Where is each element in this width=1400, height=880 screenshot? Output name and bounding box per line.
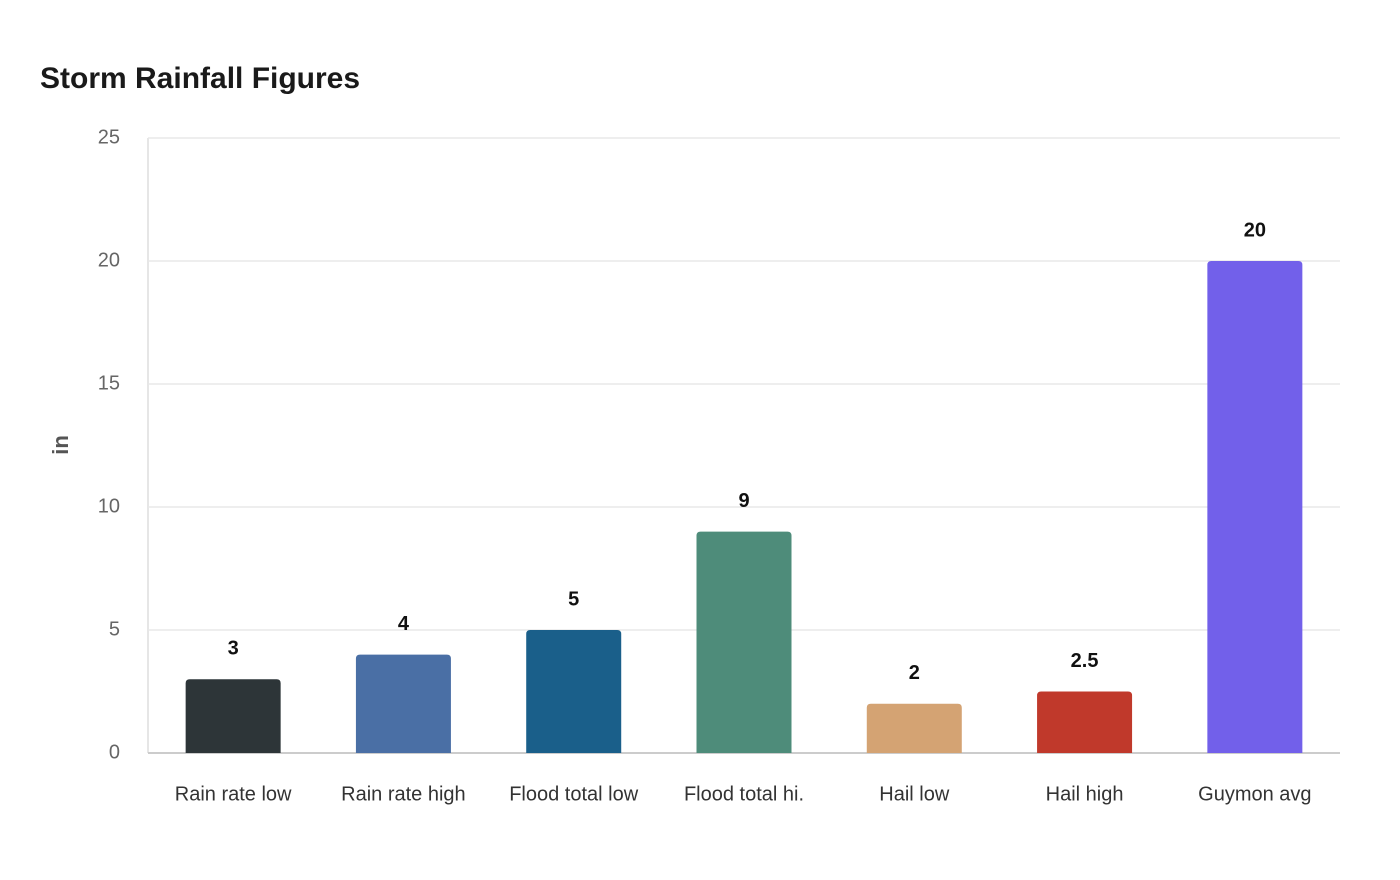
value-label: 2 <box>909 662 920 684</box>
bar <box>696 531 792 753</box>
x-tick-label: Flood total low <box>509 783 639 805</box>
bar <box>1207 261 1303 753</box>
value-label: 2.5 <box>1071 650 1099 672</box>
x-tick-label: Rain rate low <box>175 783 292 805</box>
value-label: 20 <box>1244 219 1266 241</box>
y-tick-label: 20 <box>98 249 120 271</box>
chart-title: Storm Rainfall Figures <box>40 62 360 95</box>
x-tick-label: Hail high <box>1046 783 1124 805</box>
bar <box>185 679 281 753</box>
bar <box>866 703 962 753</box>
x-tick-label: Hail low <box>879 783 950 805</box>
x-tick-label: Flood total hi. <box>684 783 804 805</box>
value-label: 9 <box>738 490 749 512</box>
y-tick-label: 15 <box>98 372 120 394</box>
y-axis-label: in <box>48 435 73 455</box>
x-tick-label: Rain rate high <box>341 783 466 805</box>
bar <box>526 630 622 753</box>
bar <box>1037 691 1133 753</box>
x-tick-label: Guymon avg <box>1198 783 1311 805</box>
value-label: 5 <box>568 588 579 610</box>
y-tick-label: 5 <box>109 618 120 640</box>
y-tick-label: 10 <box>98 495 120 517</box>
bar <box>355 654 451 753</box>
y-tick-label: 25 <box>98 126 120 148</box>
value-label: 3 <box>228 637 239 659</box>
y-tick-label: 0 <box>109 741 120 763</box>
value-label: 4 <box>398 613 410 635</box>
